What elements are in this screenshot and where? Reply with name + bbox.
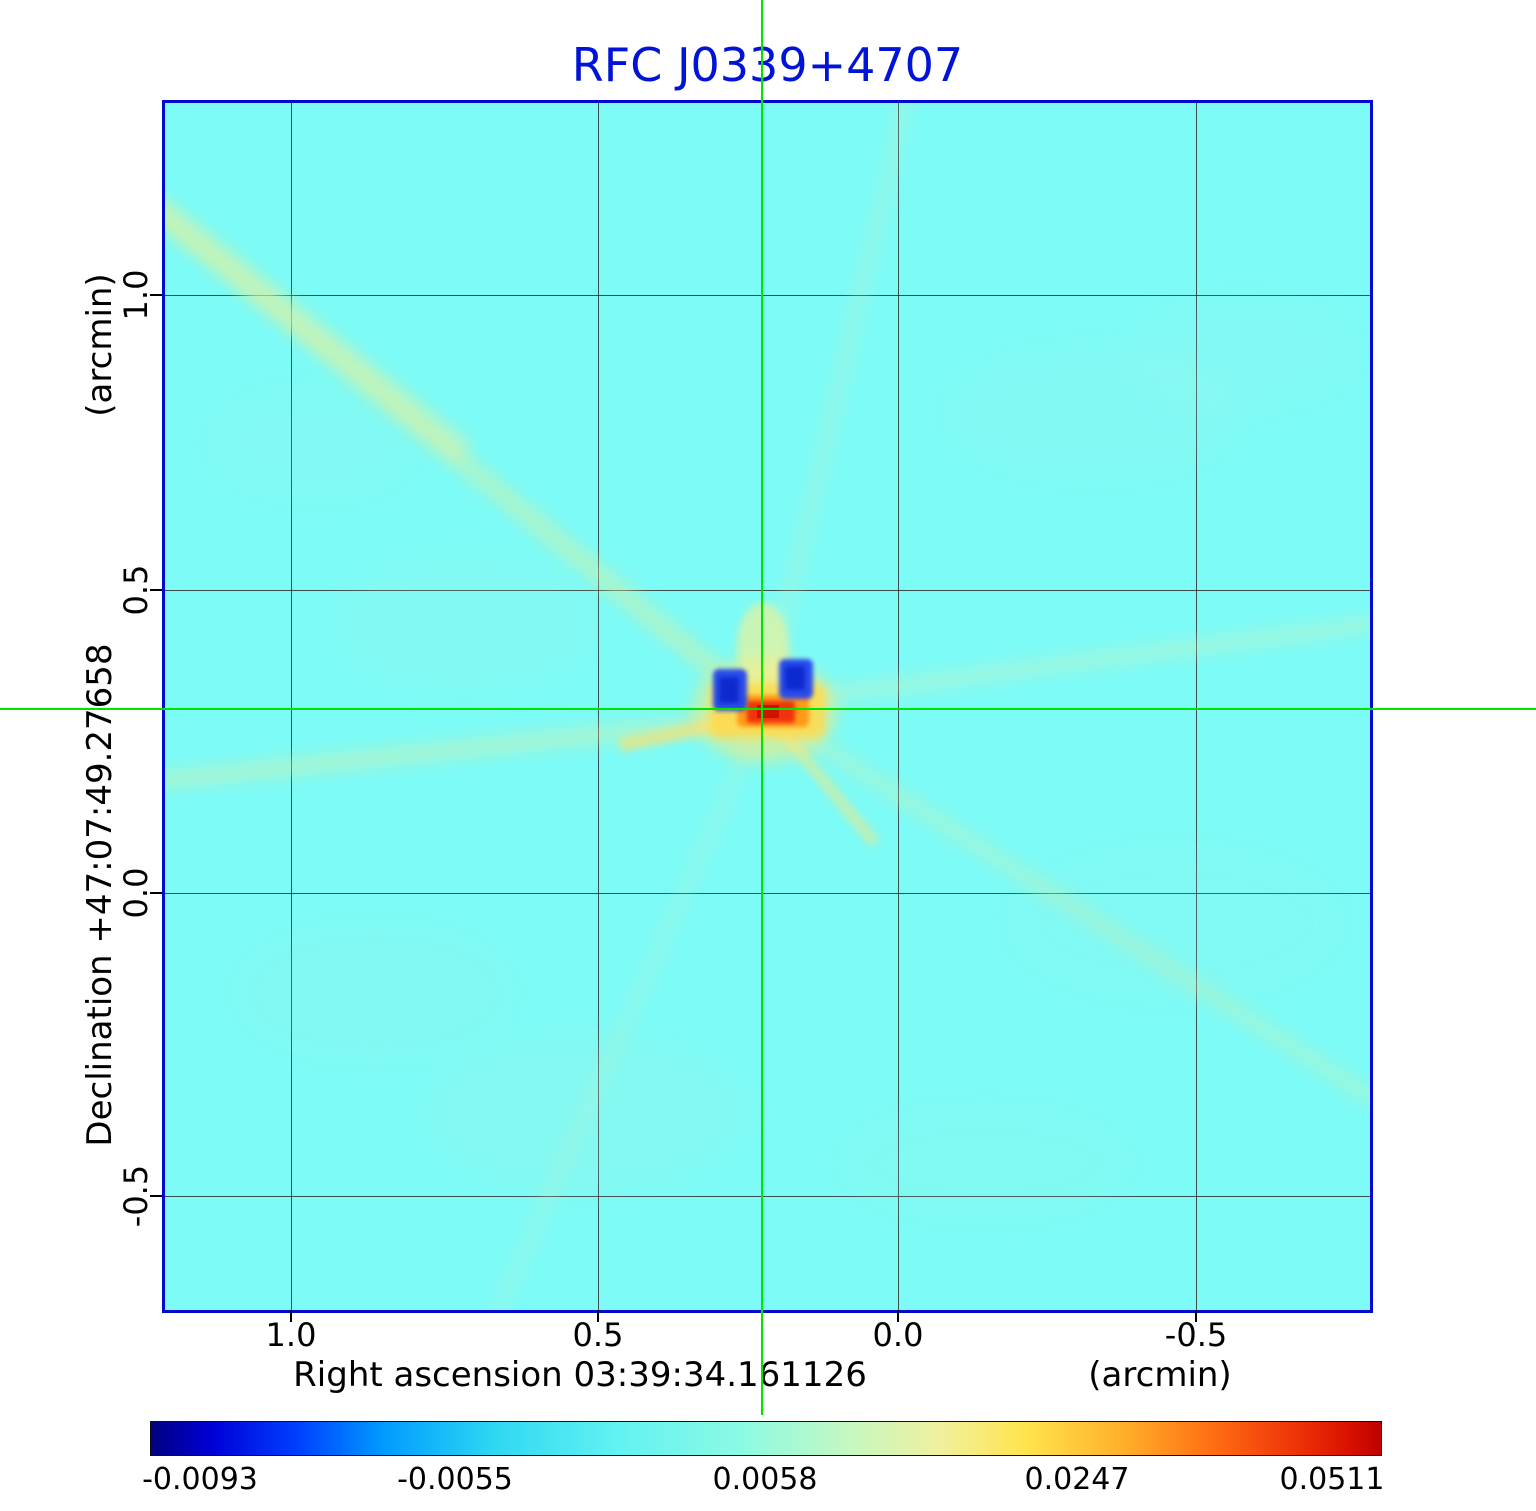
y-axis-label: Declination +47:07:49.27658 [80, 643, 120, 1147]
negative-sidelobe-right-core [785, 666, 805, 690]
grid-line-horizontal [165, 1196, 1370, 1197]
colorbar-tick-label: -0.0055 [397, 1462, 513, 1497]
y-tick-label: 0.5 [117, 564, 155, 616]
sidelobe-rays [165, 103, 1370, 1310]
grid-line-horizontal [165, 295, 1370, 296]
x-tick-label: -0.5 [1164, 1316, 1228, 1354]
colorbar-tick-label: 0.0247 [1024, 1462, 1130, 1497]
grid-line-horizontal [165, 590, 1370, 591]
y-tick-label: -0.5 [117, 1164, 155, 1228]
y-tick-mark [150, 589, 162, 591]
central-source [693, 602, 837, 762]
x-tick-mark [1195, 1310, 1197, 1322]
grid-line-horizontal [165, 893, 1370, 894]
negative-sidelobe-left-core [719, 677, 739, 703]
crosshair-horizontal [0, 708, 1536, 710]
grid-line-vertical [598, 103, 599, 1310]
x-tick-mark [597, 1310, 599, 1322]
y-axis-unit: (arcmin) [80, 273, 120, 417]
x-tick-label: 0.0 [872, 1316, 924, 1354]
colorbar-tick-label: 0.0058 [712, 1462, 818, 1497]
x-axis-label: Right ascension 03:39:34.161126 [293, 1355, 867, 1395]
x-tick-label: 1.0 [265, 1316, 317, 1354]
colorbar [150, 1421, 1382, 1456]
grid-line-vertical [291, 103, 292, 1310]
colorbar-tick-label: 0.0511 [1279, 1462, 1385, 1497]
grid-line-vertical [898, 103, 899, 1310]
x-tick-mark [290, 1310, 292, 1322]
y-tick-mark [150, 892, 162, 894]
y-tick-label: 0.0 [117, 867, 155, 919]
y-tick-label: 1.0 [117, 269, 155, 321]
background-noise [205, 293, 1365, 1223]
y-tick-mark [150, 1195, 162, 1197]
grid-line-vertical [1196, 103, 1197, 1310]
crosshair-vertical [761, 0, 763, 1415]
source-upper-plume [737, 602, 789, 694]
map-panel [162, 100, 1373, 1313]
y-tick-mark [150, 294, 162, 296]
x-tick-mark [897, 1310, 899, 1322]
x-tick-label: 0.5 [572, 1316, 624, 1354]
radio-map-image [165, 103, 1370, 1310]
x-axis-unit: (arcmin) [1088, 1355, 1232, 1395]
colorbar-tick-label: -0.0093 [142, 1462, 258, 1497]
figure-title: RFC J0339+4707 [571, 38, 964, 92]
